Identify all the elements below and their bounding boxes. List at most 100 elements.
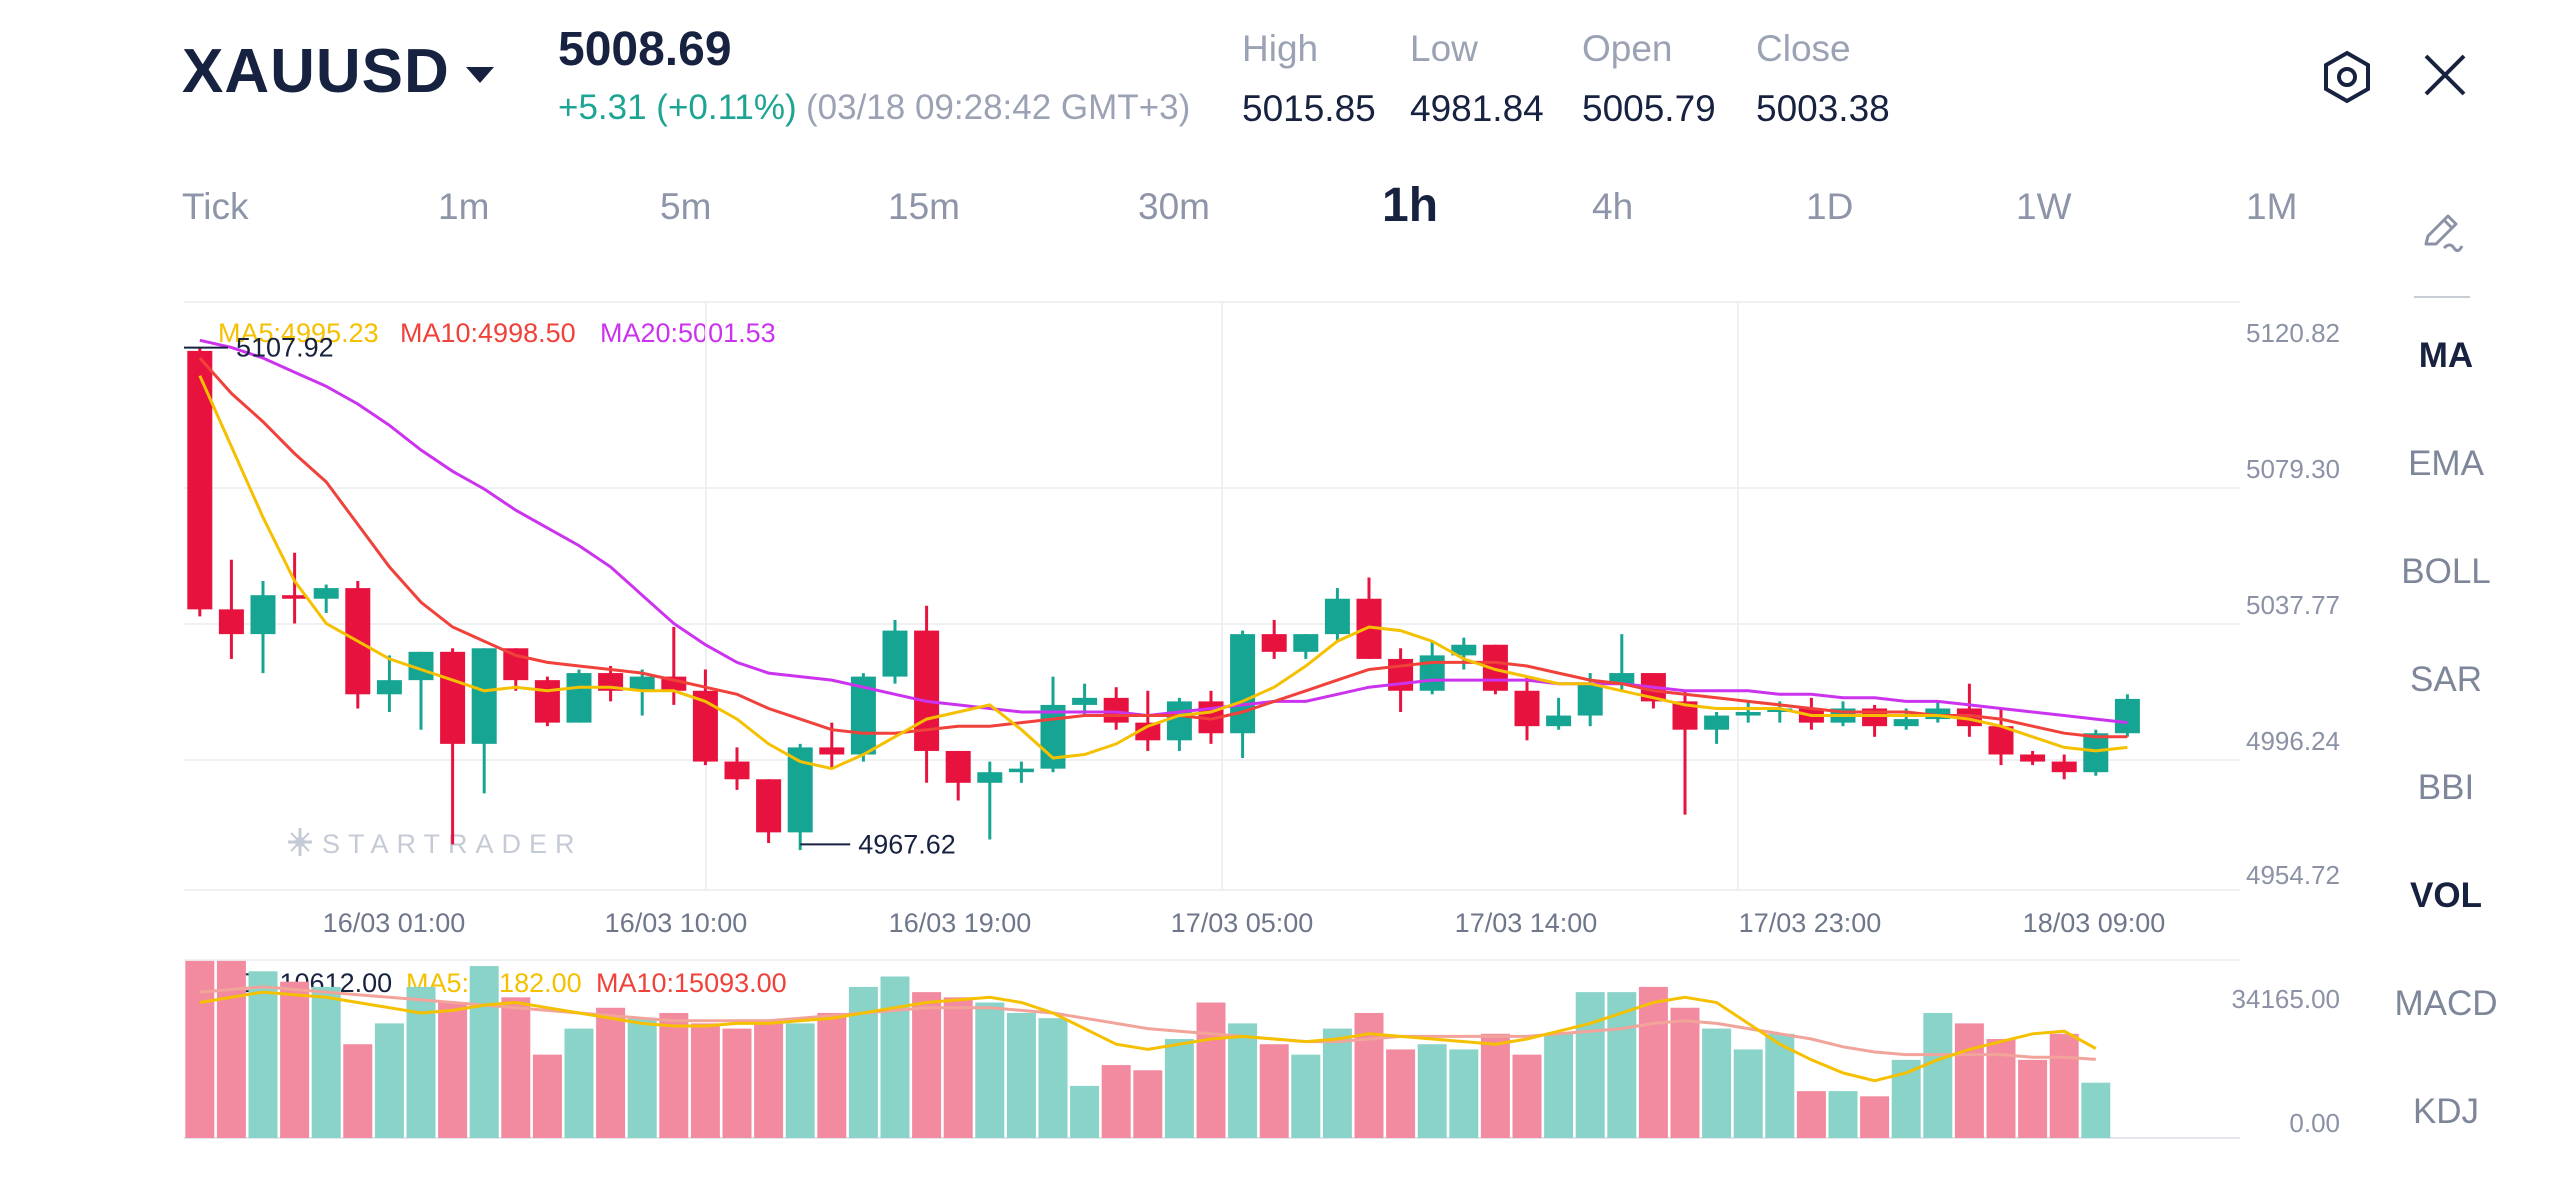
volume-bar — [1860, 1096, 1890, 1138]
volume-bar — [627, 1018, 657, 1138]
candle-body — [1419, 655, 1445, 691]
watermark: STARTRADER — [288, 828, 583, 859]
candle-body — [440, 651, 466, 744]
high-label: High — [1242, 28, 1319, 69]
settings-icon[interactable] — [2322, 50, 2372, 104]
candle-body — [282, 595, 308, 599]
candle-body — [756, 779, 782, 833]
indicator-ema[interactable]: EMA — [2408, 444, 2484, 483]
tab-1h[interactable]: 1h — [1382, 179, 1439, 232]
indicator-ma[interactable]: MA — [2418, 336, 2474, 375]
volume-bar — [406, 986, 436, 1138]
candle-body — [1324, 598, 1350, 635]
tab-15m[interactable]: 15m — [888, 186, 960, 227]
tab-1d[interactable]: 1D — [1806, 186, 1854, 227]
low-label: Low — [1410, 28, 1478, 69]
max-price-label: 5107.92 — [236, 333, 334, 363]
indicator-kdj[interactable]: KDJ — [2412, 1092, 2480, 1131]
volume-bar — [374, 1023, 404, 1138]
candle-body — [1514, 690, 1540, 727]
candle-body — [1166, 701, 1192, 741]
volume-bar — [469, 966, 499, 1138]
candle-body — [1230, 634, 1256, 734]
indicator-bbi[interactable]: BBI — [2417, 768, 2475, 807]
y-tick-label: 4954.72 — [2246, 860, 2340, 890]
price-change: +5.31 (+0.11%) — [558, 88, 797, 127]
candle-body — [313, 588, 339, 599]
tab-30m[interactable]: 30m — [1138, 186, 1210, 227]
volume-bar — [1228, 1023, 1258, 1138]
volume-bar — [248, 971, 278, 1138]
tab-5m[interactable]: 5m — [660, 186, 712, 227]
tab-1w[interactable]: 1W — [2016, 186, 2072, 227]
watermark-text: STARTRADER — [322, 829, 583, 859]
volume-bar — [880, 976, 910, 1138]
candlesticks — [187, 347, 2140, 851]
candle-body — [503, 648, 529, 681]
candle-body — [250, 595, 276, 635]
volume-bar — [943, 997, 973, 1138]
close-value: 5003.38 — [1756, 88, 1890, 129]
volume-bar — [1038, 1018, 1068, 1138]
candle-body — [914, 630, 940, 751]
volume-bar — [1070, 1085, 1100, 1138]
y-tick-label: 5037.77 — [2246, 590, 2340, 620]
tab-1mo[interactable]: 1M — [2246, 186, 2298, 227]
volume-bar — [1006, 1012, 1036, 1138]
indicator-macd[interactable]: MACD — [2394, 984, 2498, 1023]
symbol-label: XAUUSD — [182, 37, 450, 106]
symbol-selector[interactable]: XAUUSD — [182, 36, 494, 107]
candle-body — [1893, 719, 1919, 727]
toolbar-divider — [2414, 296, 2470, 298]
volume-bar — [690, 1023, 720, 1138]
candle-body — [1293, 634, 1319, 652]
candle-body — [1451, 644, 1477, 656]
candle-body — [724, 761, 750, 780]
ma5-line — [198, 375, 2128, 771]
volume-bar — [1512, 1054, 1542, 1138]
volume-bar — [2018, 1059, 2048, 1138]
volume-bar — [1164, 1039, 1194, 1138]
vol-y-tick-label: 34165.00 — [2231, 984, 2340, 1014]
volume-bar — [659, 1012, 689, 1138]
volume-ma-lines — [199, 985, 2097, 1083]
volume-bar — [1638, 986, 1668, 1138]
volume-bar — [848, 986, 878, 1138]
draw-tool-icon[interactable] — [2420, 210, 2464, 254]
volume-bar — [1923, 1012, 1953, 1138]
volume-bar — [1670, 1007, 1700, 1138]
x-tick-label: 17/03 23:00 — [1738, 908, 1882, 938]
low-value: 4981.84 — [1410, 88, 1544, 129]
volume-bar — [438, 1002, 468, 1138]
candle-body — [819, 747, 845, 755]
indicator-vol[interactable]: VOL — [2410, 876, 2482, 915]
volume-bar — [532, 1054, 562, 1138]
volume-bar — [975, 1002, 1005, 1138]
volume-bar — [912, 992, 942, 1138]
volume-bar — [1702, 1028, 1732, 1138]
candle-body — [1925, 708, 1951, 720]
volume-bar — [1575, 992, 1605, 1138]
candle-body — [471, 648, 497, 744]
legend-vol-ma10: MA10:15093.00 — [596, 968, 787, 998]
indicator-sar[interactable]: SAR — [2410, 660, 2482, 699]
legend-ma20: MA20:5001.53 — [600, 318, 776, 348]
volume-bar — [280, 981, 310, 1138]
indicator-boll[interactable]: BOLL — [2401, 552, 2491, 591]
tab-tick[interactable]: Tick — [182, 186, 249, 227]
volume-bar — [1765, 1033, 1795, 1138]
close-icon[interactable] — [2422, 52, 2468, 98]
volume-bar — [754, 1023, 784, 1138]
tab-4h[interactable]: 4h — [1592, 186, 1634, 227]
volume-bar — [1291, 1054, 1321, 1138]
volume-bar — [785, 1023, 815, 1138]
candle-body — [1735, 712, 1761, 716]
volume-bar — [564, 1028, 594, 1138]
candle-body — [2020, 754, 2046, 762]
volume-bar — [311, 986, 341, 1138]
tab-1m[interactable]: 1m — [438, 186, 490, 227]
candle-body — [218, 609, 244, 635]
x-tick-label: 17/03 05:00 — [1170, 908, 1314, 938]
volume-bar — [2081, 1082, 2111, 1138]
